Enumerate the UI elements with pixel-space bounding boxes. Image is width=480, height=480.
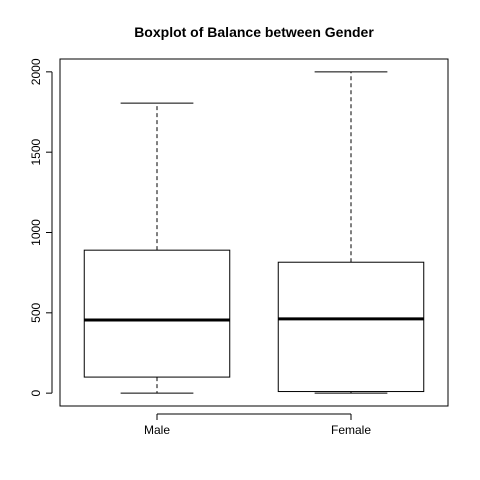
x-axis: Male Female xyxy=(144,413,371,437)
chart-title: Boxplot of Balance between Gender xyxy=(134,24,374,40)
iqr-box xyxy=(277,261,425,393)
y-axis: 0 500 1000 1500 2000 xyxy=(29,58,53,396)
y-tick-label: 0 xyxy=(29,389,43,396)
box-male xyxy=(83,102,231,394)
x-tick-label: Female xyxy=(331,423,371,437)
iqr-box xyxy=(83,249,231,378)
y-tick-label: 500 xyxy=(29,302,43,322)
boxes-group xyxy=(83,71,425,394)
y-tick-label: 2000 xyxy=(29,58,43,85)
plot-area-frame xyxy=(59,58,449,407)
box-female xyxy=(277,71,425,394)
x-tick-label: Male xyxy=(144,423,170,437)
y-tick-label: 1500 xyxy=(29,139,43,166)
y-tick-label: 1000 xyxy=(29,219,43,246)
